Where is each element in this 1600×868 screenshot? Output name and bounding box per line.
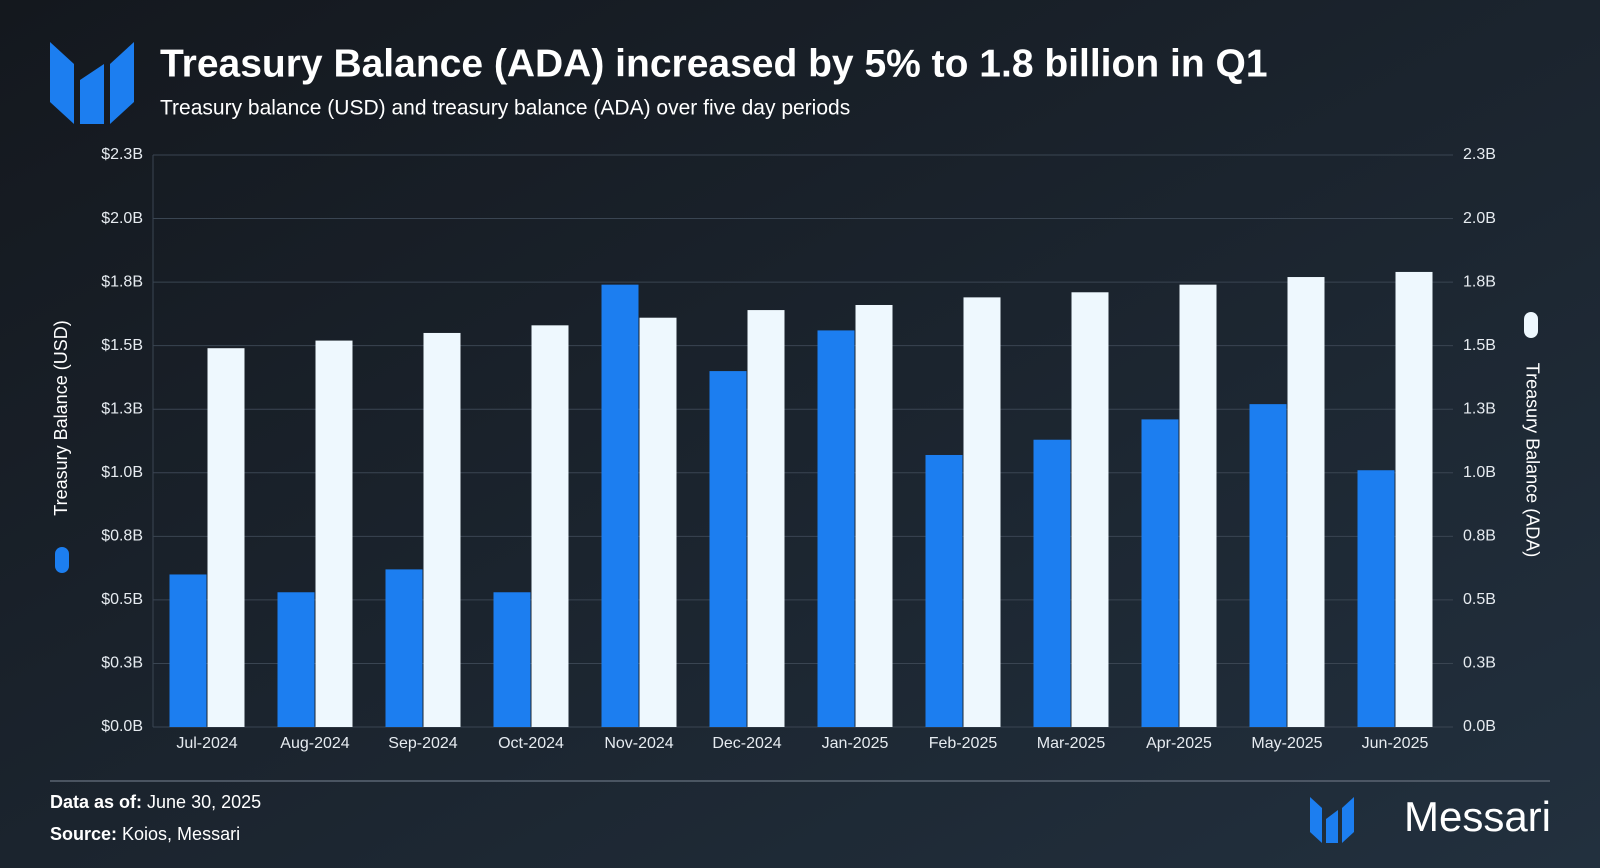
bar — [315, 340, 353, 727]
y2-tick-label: 0.0B — [1463, 718, 1496, 735]
y-tick-label: $0.3B — [101, 655, 143, 672]
y2-tick-label: 1.3B — [1463, 400, 1496, 417]
y-tick-label: $2.0B — [101, 210, 143, 227]
y2-axis-label: Treasury Balance (ADA) — [1522, 363, 1542, 557]
y-tick-label: $0.8B — [101, 528, 143, 545]
bar — [1395, 271, 1433, 727]
x-tick-label: Feb-2025 — [929, 735, 998, 752]
y2-tick-label: 2.0B — [1463, 210, 1496, 227]
bar — [709, 371, 747, 727]
bar — [855, 304, 893, 727]
bar — [493, 592, 531, 727]
bar — [1357, 470, 1395, 727]
bar — [207, 348, 245, 727]
chart-title: Treasury Balance (ADA) increased by 5% t… — [160, 42, 1268, 85]
bar — [925, 454, 963, 727]
footer-date-label: Data as of: — [50, 792, 142, 812]
brand-name: Messari — [1404, 793, 1551, 840]
footer-date-value: June 30, 2025 — [147, 792, 261, 812]
bar — [277, 592, 315, 727]
bar — [423, 332, 461, 727]
x-tick-label: Oct-2024 — [498, 735, 564, 752]
footer-source-label: Source: — [50, 824, 117, 844]
y2-tick-label: 0.8B — [1463, 528, 1496, 545]
logo — [50, 42, 134, 124]
bar — [601, 284, 639, 727]
y2-tick-label: 1.5B — [1463, 337, 1496, 354]
bar — [531, 325, 569, 727]
x-tick-label: Jun-2025 — [1362, 735, 1429, 752]
legend-swatch — [1524, 312, 1538, 338]
bar — [1287, 277, 1325, 727]
bar — [747, 310, 785, 727]
y2-tick-label: 1.8B — [1463, 273, 1496, 290]
bar — [817, 330, 855, 727]
bar — [1249, 404, 1287, 727]
bar — [385, 569, 423, 727]
footer-source-value: Koios, Messari — [122, 824, 240, 844]
y-tick-label: $0.5B — [101, 591, 143, 608]
x-tick-label: Jul-2024 — [176, 735, 237, 752]
x-tick-label: Jan-2025 — [822, 735, 889, 752]
footer-source: Source: Koios, Messari — [50, 824, 240, 844]
bar — [169, 574, 207, 727]
footer-date: Data as of: June 30, 2025 — [50, 792, 261, 812]
x-tick-label: Sep-2024 — [388, 735, 457, 752]
brand-logo — [1310, 797, 1354, 843]
bar — [1071, 292, 1109, 727]
bar — [1033, 439, 1071, 727]
x-tick-label: Dec-2024 — [712, 735, 781, 752]
x-tick-label: Apr-2025 — [1146, 735, 1212, 752]
bar — [639, 317, 677, 727]
bar — [1141, 419, 1179, 727]
bar — [1179, 284, 1217, 727]
y2-tick-label: 0.5B — [1463, 591, 1496, 608]
y-tick-label: $2.3B — [101, 146, 143, 163]
y-axis-label: Treasury Balance (USD) — [51, 320, 71, 515]
x-tick-label: Nov-2024 — [604, 735, 673, 752]
y2-tick-label: 0.3B — [1463, 655, 1496, 672]
x-tick-label: Mar-2025 — [1037, 735, 1106, 752]
y-tick-label: $0.0B — [101, 718, 143, 735]
y2-tick-label: 2.3B — [1463, 146, 1496, 163]
legend-swatch — [55, 547, 69, 573]
chart-subtitle: Treasury balance (USD) and treasury bala… — [160, 97, 850, 120]
y-tick-label: $1.3B — [101, 400, 143, 417]
x-tick-label: Aug-2024 — [280, 735, 349, 752]
bar — [963, 297, 1001, 727]
y-tick-label: $1.8B — [101, 273, 143, 290]
y-tick-label: $1.5B — [101, 337, 143, 354]
y-tick-label: $1.0B — [101, 464, 143, 481]
y2-tick-label: 1.0B — [1463, 464, 1496, 481]
x-tick-label: May-2025 — [1251, 735, 1322, 752]
